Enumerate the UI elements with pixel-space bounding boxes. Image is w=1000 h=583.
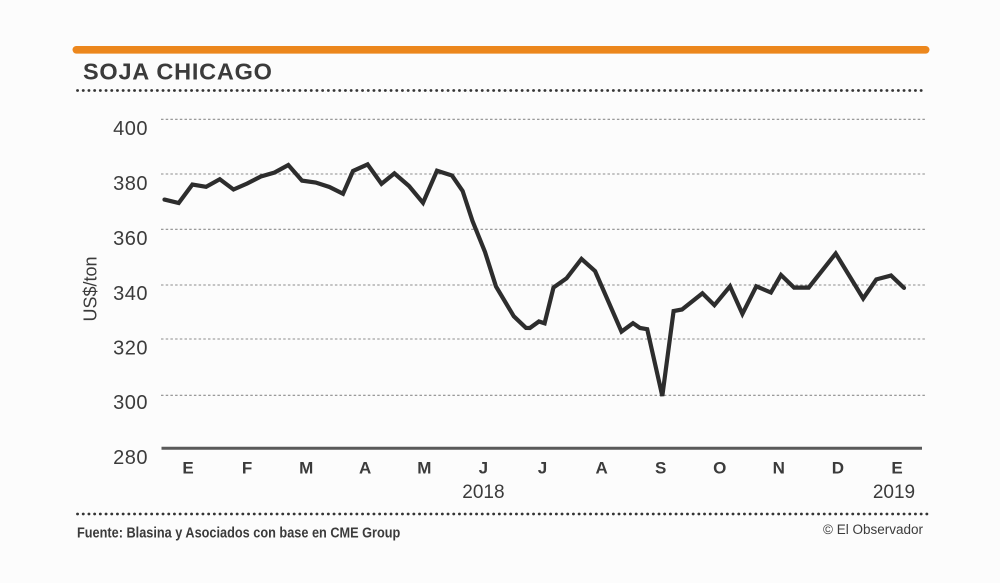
svg-text:F: F: [242, 459, 252, 478]
svg-text:S: S: [655, 459, 666, 478]
svg-text:400: 400: [113, 118, 148, 140]
svg-text:340: 340: [113, 283, 148, 305]
svg-text:A: A: [595, 459, 607, 478]
svg-text:280: 280: [113, 447, 148, 469]
svg-text:360: 360: [113, 228, 148, 250]
svg-text:SOJA CHICAGO: SOJA CHICAGO: [83, 59, 273, 85]
svg-text:2019: 2019: [873, 482, 915, 503]
svg-text:A: A: [359, 459, 371, 478]
svg-text:D: D: [832, 459, 844, 478]
svg-text:J: J: [538, 459, 547, 478]
svg-text:Fuente: Blasina y Asociados co: Fuente: Blasina y Asociados con base en …: [77, 525, 400, 541]
svg-text:M: M: [417, 459, 431, 478]
svg-text:J: J: [479, 459, 488, 478]
svg-text:2018: 2018: [462, 482, 504, 503]
svg-text:O: O: [713, 459, 726, 478]
svg-text:320: 320: [113, 338, 148, 360]
svg-text:380: 380: [113, 173, 148, 195]
svg-text:© El Observador: © El Observador: [823, 522, 923, 537]
svg-text:E: E: [891, 459, 902, 478]
svg-text:E: E: [182, 459, 193, 478]
svg-text:N: N: [773, 459, 785, 478]
svg-text:300: 300: [113, 392, 148, 414]
svg-text:US$/ton: US$/ton: [81, 256, 101, 321]
svg-text:M: M: [299, 459, 313, 478]
